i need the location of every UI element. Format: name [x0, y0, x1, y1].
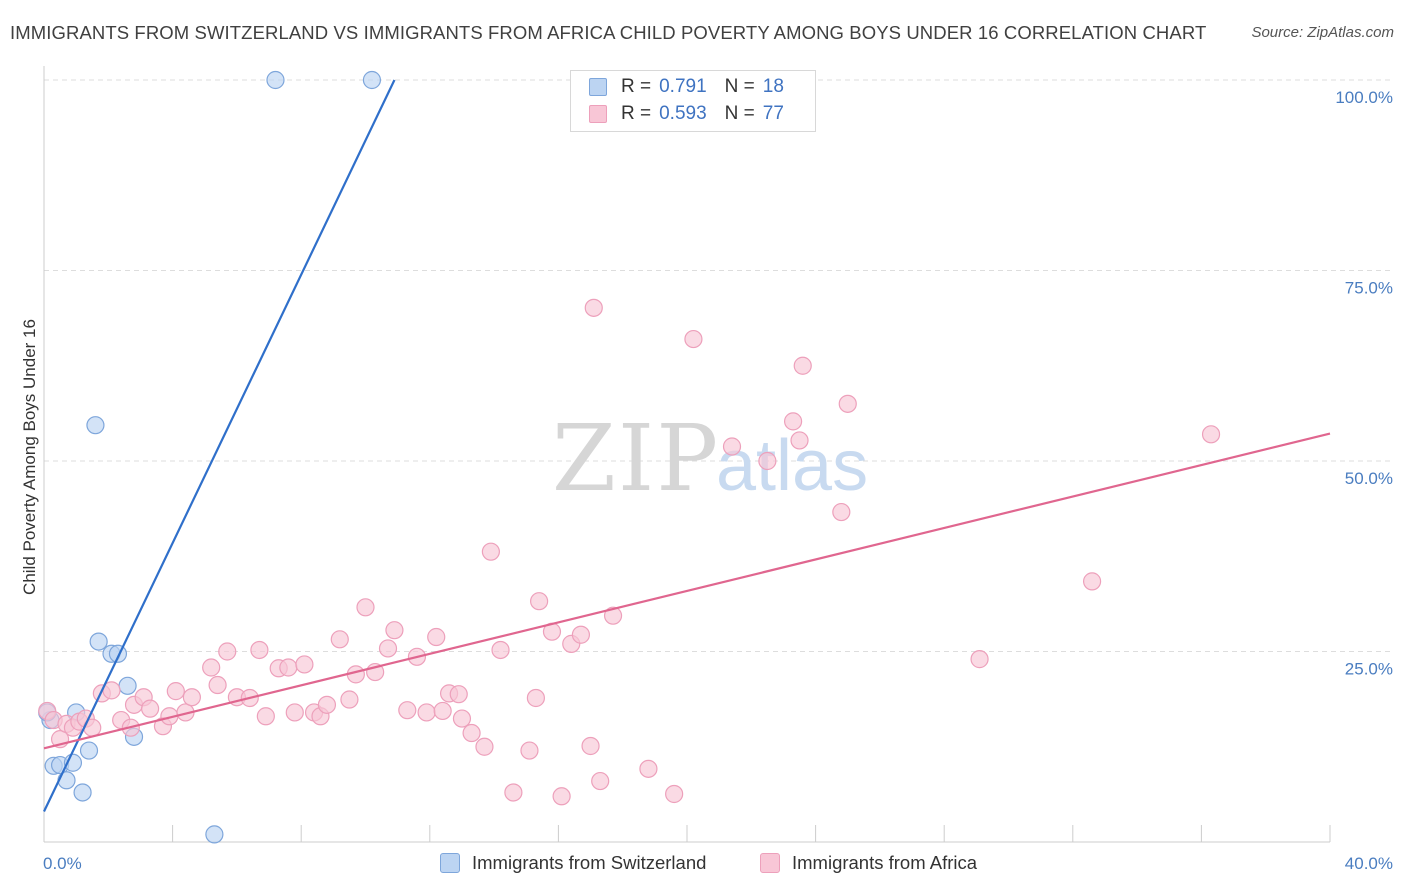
africa-point — [584, 298, 603, 317]
legend-row-switzerland: R = 0.791 N = 18 — [589, 76, 784, 98]
africa-point — [378, 639, 398, 658]
legend-r-value: 0.593 — [659, 103, 707, 124]
africa-point — [970, 650, 989, 669]
legend-row-africa: R = 0.593 N = 77 — [589, 103, 784, 125]
africa-point — [603, 606, 623, 625]
africa-point — [520, 741, 539, 760]
legend-n-label: N = — [724, 103, 755, 124]
africa-point — [208, 675, 227, 695]
switzerland-point — [362, 70, 382, 90]
switzerland-point — [89, 632, 108, 651]
legend-r-label: R = — [621, 76, 652, 97]
x-tick-label-min: 0.0% — [43, 854, 82, 873]
chart-title: IMMIGRANTS FROM SWITZERLAND VS IMMIGRANT… — [10, 22, 1207, 43]
series-swatch-africa — [760, 853, 780, 873]
africa-point — [552, 787, 571, 806]
legend-swatch-switzerland — [589, 78, 607, 96]
africa-point — [285, 703, 304, 722]
series-label-africa: Immigrants from Africa — [792, 852, 978, 873]
correlation-legend: R = 0.791 N = 18 R = 0.593 N = 77 — [570, 70, 816, 132]
africa-point — [317, 695, 337, 714]
switzerland-trend-line — [43, 79, 396, 812]
series-label-switzerland: Immigrants from Switzerland — [472, 852, 707, 873]
legend-r-value: 0.791 — [659, 76, 707, 97]
africa-point — [684, 329, 703, 349]
series-legend-africa: Immigrants from Africa — [760, 852, 977, 874]
switzerland-point — [118, 676, 137, 695]
data-points — [38, 70, 1221, 844]
africa-point — [218, 642, 237, 661]
series-legend-switzerland: Immigrants from Switzerland — [440, 852, 706, 874]
legend-n-label: N = — [724, 76, 755, 97]
africa-point — [526, 688, 545, 708]
switzerland-point — [57, 771, 76, 790]
africa-point — [793, 356, 812, 375]
africa-point — [665, 784, 684, 804]
switzerland-point — [86, 416, 105, 435]
africa-point — [462, 723, 481, 743]
africa-point — [449, 685, 468, 704]
y-tick-label: 75.0% — [1345, 279, 1393, 298]
africa-point — [356, 598, 375, 617]
switzerland-point — [108, 644, 128, 663]
legend-swatch-africa — [589, 105, 607, 123]
africa-trend-line — [43, 432, 1331, 750]
africa-point — [166, 682, 185, 701]
switzerland-point — [205, 825, 224, 844]
africa-point — [279, 658, 298, 677]
africa-point — [639, 759, 658, 778]
africa-point — [1201, 425, 1221, 444]
africa-point — [182, 688, 201, 707]
africa-point — [250, 640, 269, 660]
africa-point — [722, 437, 742, 456]
africa-point — [591, 771, 610, 791]
africa-point — [758, 451, 777, 471]
watermark-zip: ZIP — [552, 405, 720, 512]
africa-point — [571, 625, 591, 644]
y-tick-labels: 25.0% 50.0% 75.0% 100.0% — [1335, 88, 1393, 679]
africa-point — [202, 658, 221, 677]
africa-point — [295, 655, 314, 674]
africa-point — [140, 699, 160, 718]
y-tick-label: 25.0% — [1345, 660, 1393, 679]
africa-point — [530, 592, 549, 611]
africa-point — [475, 737, 494, 756]
y-tick-label: 100.0% — [1335, 88, 1393, 107]
switzerland-point — [79, 741, 99, 760]
chart-source: Source: ZipAtlas.com — [1251, 24, 1394, 41]
africa-point — [452, 709, 472, 728]
africa-point — [581, 736, 600, 756]
switzerland-point — [266, 70, 285, 90]
africa-point — [832, 502, 851, 522]
legend-n-value: 18 — [762, 76, 784, 97]
africa-point — [838, 394, 857, 413]
africa-point — [398, 701, 417, 720]
legend-r-label: R = — [621, 103, 652, 124]
y-tick-label: 50.0% — [1345, 469, 1393, 488]
africa-point — [417, 703, 436, 722]
switzerland-point — [73, 783, 92, 802]
watermark: ZIP atlas — [552, 405, 868, 512]
y-axis-title: Child Poverty Among Boys Under 16 — [20, 319, 39, 595]
africa-point — [1082, 572, 1102, 591]
africa-point — [340, 690, 359, 709]
legend-n-value: 77 — [762, 103, 784, 124]
grid-lines — [44, 79, 1393, 652]
x-tick-labels: 0.0% 40.0% — [43, 854, 1393, 873]
africa-point — [504, 783, 523, 802]
africa-point — [433, 701, 452, 721]
trend-lines — [43, 79, 1331, 812]
africa-point — [481, 542, 500, 561]
x-tick-label-max: 40.0% — [1345, 854, 1393, 873]
africa-point — [783, 412, 803, 431]
africa-point — [385, 621, 404, 640]
africa-point — [427, 627, 446, 647]
africa-point — [790, 431, 809, 450]
series-legend: Immigrants from Switzerland Immigrants f… — [0, 852, 1406, 878]
series-swatch-switzerland — [440, 853, 460, 873]
africa-point — [256, 707, 275, 726]
africa-point — [491, 640, 510, 660]
africa-point — [330, 630, 349, 649]
